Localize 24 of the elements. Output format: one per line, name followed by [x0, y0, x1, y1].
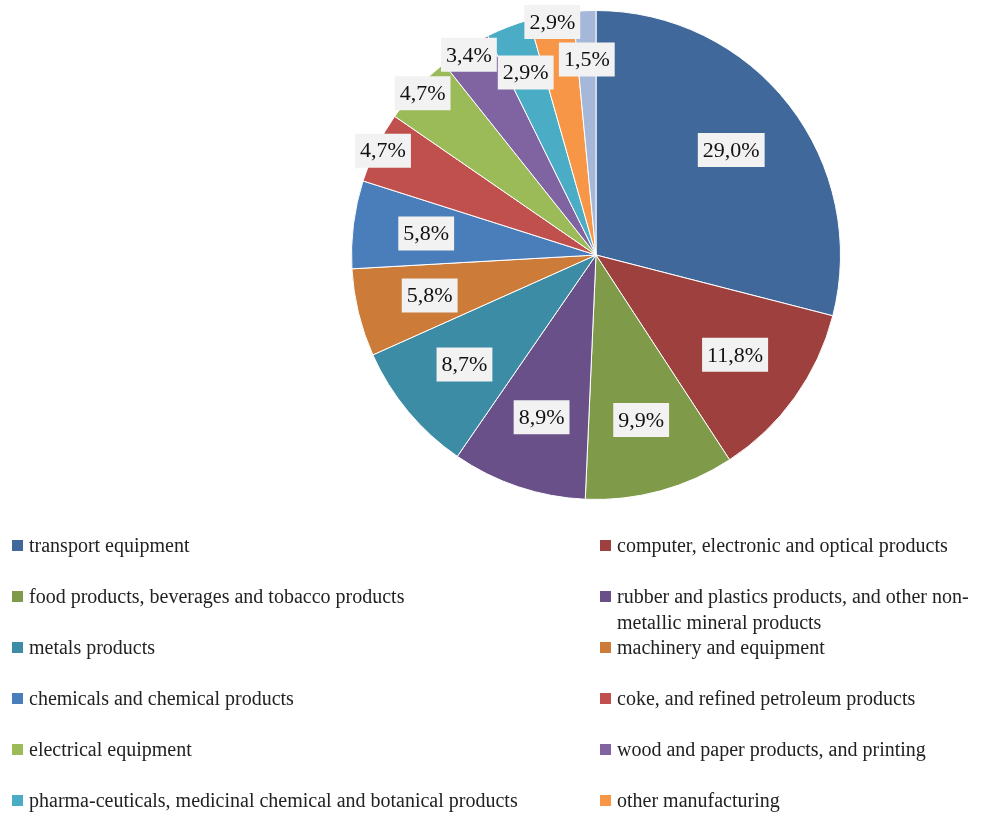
data-label: 8,9% [518, 404, 565, 430]
data-label: 4,7% [399, 79, 446, 105]
legend-label: transport equipment [29, 533, 190, 558]
data-label: 8,7% [441, 351, 488, 377]
data-label: 5,8% [406, 282, 453, 308]
data-label: 4,7% [360, 137, 406, 163]
data-label: 29,0% [702, 136, 760, 162]
legend-label: electrical equipment [29, 737, 192, 762]
legend-label: food products, beverages and tobacco products [29, 584, 405, 609]
data-label: 2,9% [502, 59, 549, 85]
data-label: 9,9% [618, 406, 665, 432]
data-label: 2,9% [529, 8, 576, 34]
legend-label: computer, electronic and optical products [617, 533, 948, 558]
data-label: 5,8% [403, 220, 450, 246]
data-label: 11,8% [707, 341, 764, 367]
legend-label: other manufacturing [617, 788, 780, 813]
legend-label: metals products [29, 635, 156, 660]
data-label: 3,4% [446, 41, 492, 67]
legend-label: coke, and refined petroleum products [617, 686, 916, 711]
legend-label: pharma-ceuticals, medicinal chemical and botanical products [29, 788, 518, 813]
data-label: 1,5% [563, 46, 610, 72]
legend-label: wood and paper products, and printing [617, 737, 926, 762]
legend-label: machinery and equipment [617, 635, 825, 660]
legend-label: chemicals and chemical products [29, 686, 294, 711]
